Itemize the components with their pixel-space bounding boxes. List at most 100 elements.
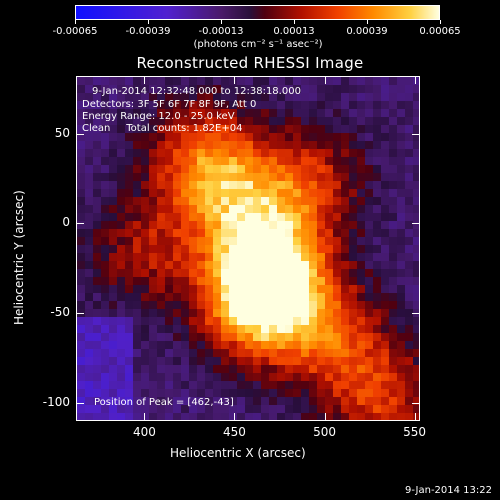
heatmap-pixel	[397, 293, 405, 301]
heatmap-pixel	[101, 245, 109, 253]
colorbar-tick-label: -0.00039	[125, 26, 171, 37]
heatmap-pixel	[213, 149, 221, 157]
heatmap-pixel	[109, 189, 117, 197]
heatmap-pixel	[173, 157, 181, 165]
heatmap-pixel	[317, 221, 325, 229]
heatmap-pixel	[261, 181, 269, 189]
heatmap-pixel	[261, 357, 269, 365]
heatmap-pixel	[109, 285, 117, 293]
heatmap-pixel	[413, 85, 419, 93]
heatmap-pixel	[301, 365, 309, 373]
heatmap-pixel	[357, 213, 365, 221]
heatmap-pixel	[133, 133, 141, 141]
heatmap-pixel	[157, 341, 165, 349]
heatmap-pixel	[133, 77, 141, 85]
heatmap-pixel	[157, 301, 165, 309]
heatmap-pixel	[181, 101, 189, 109]
heatmap-pixel	[245, 109, 253, 117]
heatmap-pixel	[301, 373, 309, 381]
heatmap-pixel	[397, 349, 405, 357]
heatmap-pixel	[109, 325, 117, 333]
heatmap-pixel	[285, 397, 293, 405]
heatmap-pixel	[173, 269, 181, 277]
heatmap-pixel	[389, 349, 397, 357]
heatmap-pixel	[157, 333, 165, 341]
heatmap-pixel	[197, 117, 205, 125]
heatmap-pixel	[125, 293, 133, 301]
heatmap-pixel	[77, 229, 85, 237]
heatmap-pixel	[365, 301, 373, 309]
heatmap-pixel	[189, 181, 197, 189]
heatmap-pixel	[325, 101, 333, 109]
heatmap-pixel	[269, 325, 277, 333]
heatmap-pixel	[373, 205, 381, 213]
heatmap-pixel	[405, 381, 413, 389]
heatmap-pixel	[253, 365, 261, 373]
heatmap-pixel	[205, 117, 213, 125]
heatmap-pixel	[181, 133, 189, 141]
heatmap-pixel	[237, 277, 245, 285]
heatmap-pixel	[221, 341, 229, 349]
heatmap-pixel	[389, 133, 397, 141]
heatmap-pixel	[357, 285, 365, 293]
heatmap-pixel	[221, 197, 229, 205]
heatmap-pixel	[149, 381, 157, 389]
heatmap-pixel	[109, 309, 117, 317]
heatmap-pixel	[85, 357, 93, 365]
y-tick-mark	[76, 403, 84, 405]
heatmap-pixel	[93, 93, 101, 101]
heatmap-pixel	[181, 181, 189, 189]
heatmap-pixel	[109, 301, 117, 309]
heatmap-pixel	[93, 277, 101, 285]
heatmap-pixel	[405, 109, 413, 117]
heatmap-pixel	[141, 173, 149, 181]
heatmap-pixel	[133, 189, 141, 197]
heatmap-pixel	[109, 405, 117, 413]
heatmap-pixel	[357, 125, 365, 133]
heatmap-pixel	[173, 77, 181, 85]
heatmap-pixel	[293, 373, 301, 381]
heatmap-pixel	[133, 277, 141, 285]
heatmap-pixel	[181, 333, 189, 341]
heatmap-pixel	[229, 173, 237, 181]
heatmap-pixel	[173, 333, 181, 341]
heatmap-pixel	[293, 285, 301, 293]
heatmap-pixel	[117, 197, 125, 205]
heatmap-pixel	[173, 245, 181, 253]
heatmap-pixel	[293, 325, 301, 333]
heatmap-pixel	[189, 253, 197, 261]
colorbar-tick	[147, 20, 149, 24]
heatmap-pixel	[189, 381, 197, 389]
heatmap-pixel	[301, 141, 309, 149]
heatmap-pixel	[269, 277, 277, 285]
heatmap-pixel	[365, 357, 373, 365]
heatmap-pixel	[229, 261, 237, 269]
heatmap-pixel	[197, 109, 205, 117]
heatmap-pixel	[245, 373, 253, 381]
heatmap-pixel	[85, 229, 93, 237]
heatmap-pixel	[149, 325, 157, 333]
heatmap-pixel	[197, 301, 205, 309]
heatmap-pixel	[365, 325, 373, 333]
heatmap-pixel	[125, 101, 133, 109]
heatmap-pixel	[205, 109, 213, 117]
heatmap-pixel	[309, 317, 317, 325]
heatmap-pixel	[133, 341, 141, 349]
heatmap-pixel	[197, 349, 205, 357]
heatmap-pixel	[301, 293, 309, 301]
heatmap-pixel	[157, 237, 165, 245]
heatmap-pixel	[269, 309, 277, 317]
heatmap-pixel	[253, 325, 261, 333]
heatmap-pixel	[285, 333, 293, 341]
heatmap-pixel	[405, 181, 413, 189]
heatmap-pixel	[309, 197, 317, 205]
heatmap-pixel	[205, 229, 213, 237]
heatmap-pixel	[109, 269, 117, 277]
heatmap-pixel	[269, 133, 277, 141]
heatmap-pixel	[341, 229, 349, 237]
heatmap-pixel	[341, 373, 349, 381]
heatmap-pixel	[157, 405, 165, 413]
heatmap-pixel	[165, 141, 173, 149]
heatmap-pixel	[101, 213, 109, 221]
heatmap-pixel	[157, 357, 165, 365]
